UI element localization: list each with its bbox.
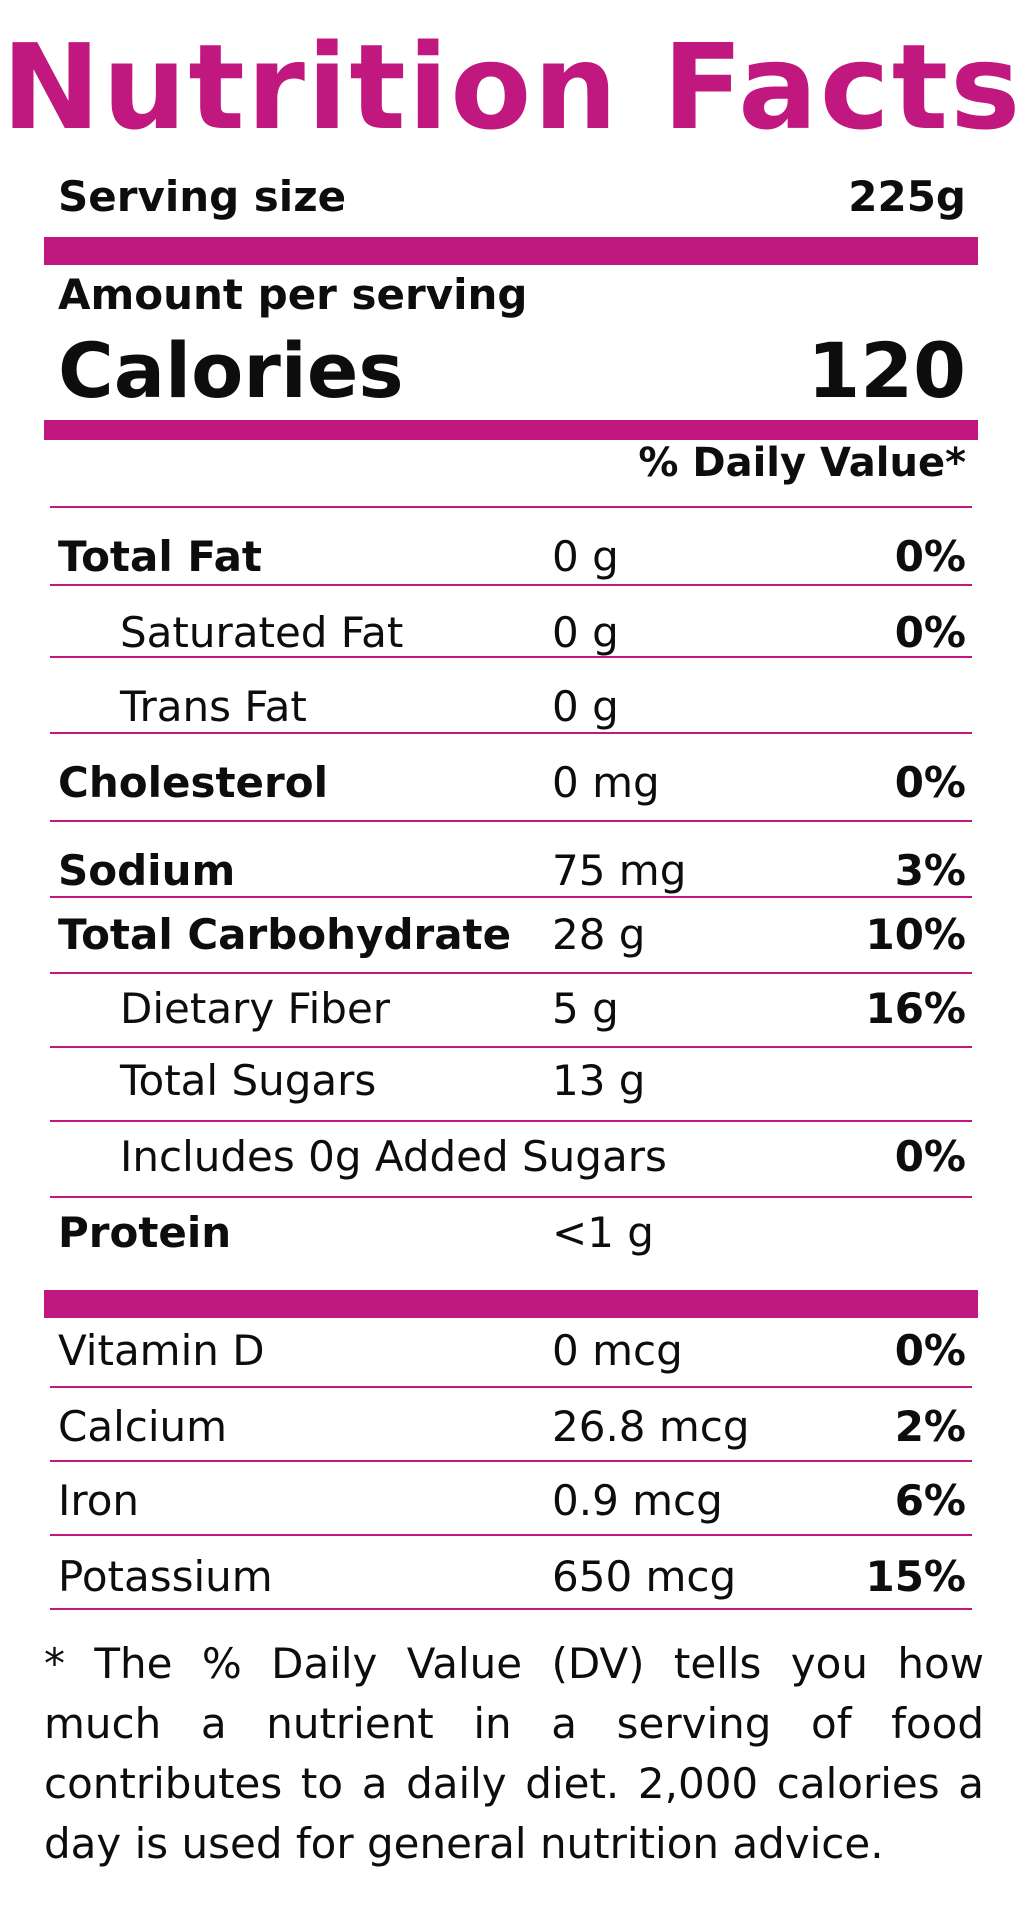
nutrient-name: Saturated Fat: [120, 608, 404, 657]
nutrient-name: Potassium: [58, 1552, 273, 1601]
nutrient-daily-value: 0%: [894, 758, 966, 807]
nutrient-name: Trans Fat: [120, 682, 307, 731]
row-divider: [50, 506, 972, 508]
row-divider: [50, 1460, 972, 1462]
nutrient-amount: <1 g: [552, 1208, 654, 1257]
nutrient-name: Iron: [58, 1476, 140, 1525]
nutrient-name: Cholesterol: [58, 758, 328, 807]
serving-size-row: Serving size 225g: [58, 172, 966, 222]
serving-size-value: 225g: [848, 172, 966, 221]
nutrient-name: Total Sugars: [120, 1056, 377, 1105]
row-divider: [50, 820, 972, 822]
nutrient-amount: 28 g: [552, 910, 646, 959]
row-divider: [50, 896, 972, 898]
row-divider: [50, 1120, 972, 1122]
nutrient-daily-value: 3%: [894, 846, 966, 895]
row-divider: [50, 656, 972, 658]
nutrient-daily-value: 10%: [865, 910, 966, 959]
nutrient-amount: 0 g: [552, 608, 619, 657]
row-divider: [50, 1046, 972, 1048]
row-divider: [50, 1608, 972, 1610]
footnote: * The % Daily Value (DV) tells you how m…: [44, 1639, 984, 1868]
nutrient-daily-value: 0%: [894, 1132, 966, 1181]
nutrient-daily-value: 0%: [894, 532, 966, 581]
nutrient-daily-value: 16%: [865, 984, 966, 1033]
nutrient-daily-value: 15%: [865, 1552, 966, 1601]
nutrient-amount: 0 g: [552, 532, 619, 581]
calories-label: Calories: [58, 326, 404, 415]
nutrient-name: Calcium: [58, 1402, 228, 1451]
nutrient-amount: 0 mcg: [552, 1326, 683, 1375]
nutrient-daily-value: 2%: [894, 1402, 966, 1451]
row-divider: [50, 1196, 972, 1198]
nutrient-daily-value: 0%: [894, 608, 966, 657]
nutrient-amount: 5 g: [552, 984, 619, 1033]
row-divider: [50, 1534, 972, 1536]
nutrient-name: Total Carbohydrate: [58, 910, 512, 959]
nutrient-name: Vitamin D: [58, 1326, 265, 1375]
calories-row: Calories 120: [58, 326, 966, 416]
thick-divider: [44, 1290, 978, 1318]
nutrient-name: Protein: [58, 1208, 232, 1257]
thick-divider: [44, 237, 978, 265]
row-divider: [50, 584, 972, 586]
nutrient-name: Includes 0g Added Sugars: [120, 1132, 667, 1181]
nutrient-amount: 26.8 mcg: [552, 1402, 750, 1451]
nutrient-amount: 0 mg: [552, 758, 660, 807]
thick-divider: [44, 420, 978, 440]
nutrient-daily-value: 0%: [894, 1326, 966, 1375]
nutrient-amount: 13 g: [552, 1056, 646, 1105]
serving-size-label: Serving size: [58, 172, 347, 221]
nutrient-name: Total Fat: [58, 532, 263, 581]
nutrient-name: Dietary Fiber: [120, 984, 391, 1033]
nutrient-daily-value: 6%: [894, 1476, 966, 1525]
nutrient-amount: 0.9 mcg: [552, 1476, 723, 1525]
calories-value: 120: [807, 326, 966, 415]
nutrient-amount: 0 g: [552, 682, 619, 731]
row-divider: [50, 732, 972, 734]
nutrient-name: Sodium: [58, 846, 236, 895]
nutrient-amount: 75 mg: [552, 846, 687, 895]
label-title: Nutrition Facts: [1, 18, 1023, 156]
row-divider: [50, 972, 972, 974]
nutrient-amount: 650 mcg: [552, 1552, 737, 1601]
row-divider: [50, 1386, 972, 1388]
amount-per-serving: Amount per serving: [58, 270, 528, 319]
daily-value-header: % Daily Value*: [638, 440, 966, 486]
